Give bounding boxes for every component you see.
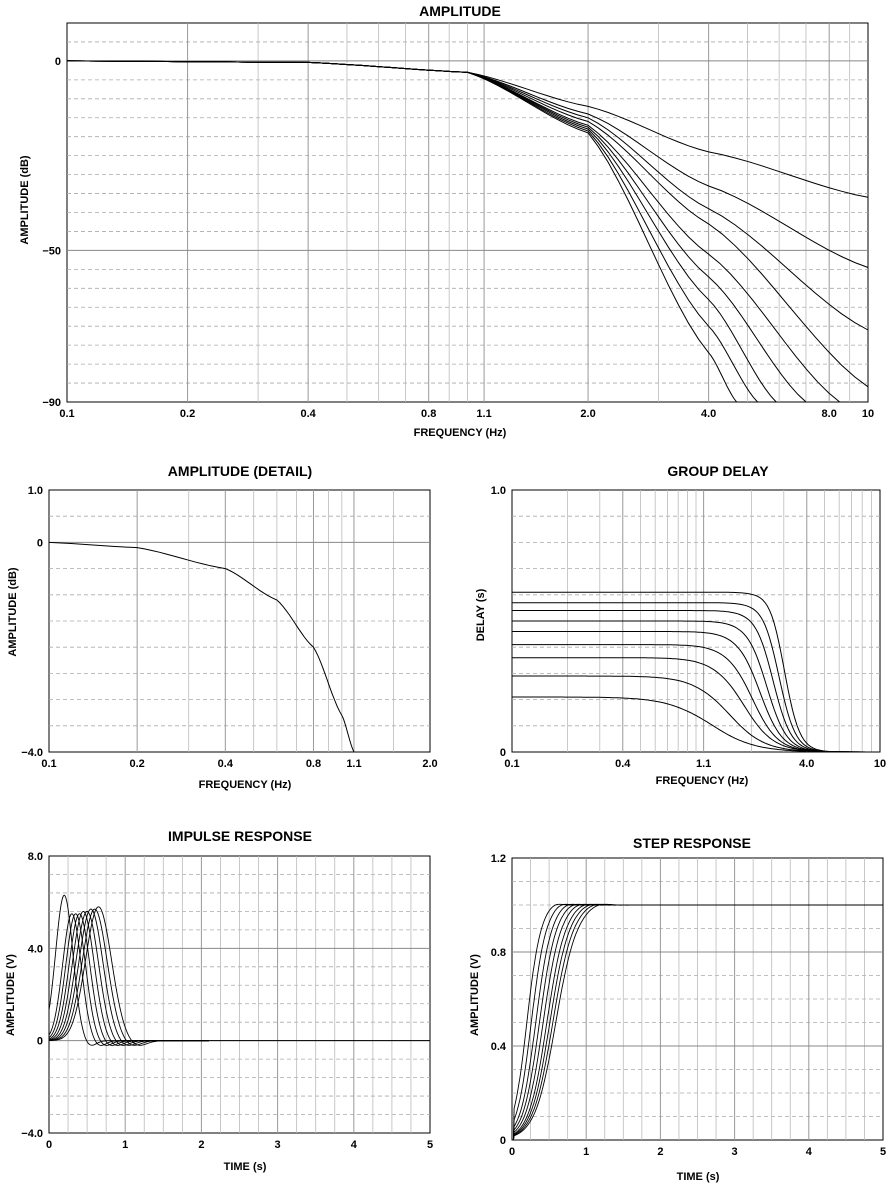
x-tick-label: 0.8 xyxy=(306,758,321,770)
impulse-response-chart: IMPULSE RESPONSE 0 1 2 3 4 58.04.00−4.0 TIME … xyxy=(5,828,433,1173)
x-tick-label: 8.0 xyxy=(822,408,837,420)
x-tick-label: 0.1 xyxy=(504,758,519,770)
x-tick-label: 5 xyxy=(427,1139,433,1151)
y-tick-label: 1.0 xyxy=(491,485,506,497)
x-tick-label: 4 xyxy=(806,1146,813,1158)
y-tick-label: 4.0 xyxy=(28,943,43,955)
chart-grid xyxy=(48,489,431,753)
chart-series-group xyxy=(512,591,880,753)
chart-grid xyxy=(511,857,884,1141)
x-tick-label: 0.1 xyxy=(41,758,56,770)
chart-grid xyxy=(48,855,431,1134)
data-line xyxy=(49,906,209,1046)
x-tick-label: 0.2 xyxy=(130,758,145,770)
chart-title: AMPLITUDE (DETAIL) xyxy=(168,463,312,479)
x-tick-label: 1 xyxy=(583,1146,589,1158)
chart-series-group xyxy=(48,894,430,1046)
amplitude-detail-chart: AMPLITUDE (DETAIL) 0.1 0.2 0.4 0.8 1.1 2.0 1.0… xyxy=(7,463,438,791)
chart-tick-labels: 0 1 2 3 4 5 1.2 0.8 0.4 0 xyxy=(491,853,886,1158)
x-tick-label: 2.0 xyxy=(580,408,595,420)
y-tick-label: 1.0 xyxy=(28,485,43,497)
x-tick-label: 2.0 xyxy=(422,758,437,770)
x-tick-label: 3 xyxy=(732,1146,738,1158)
data-line xyxy=(66,60,738,403)
x-tick-label: 3 xyxy=(275,1139,281,1151)
x-tick-label: 0.4 xyxy=(218,758,234,770)
x-axis-label: TIME (s) xyxy=(677,1171,720,1183)
x-axis-label: TIME (s) xyxy=(224,1161,267,1173)
x-tick-label: 1 xyxy=(122,1139,128,1151)
x-tick-label: 0 xyxy=(46,1139,52,1151)
x-tick-label: 4.0 xyxy=(799,758,814,770)
x-tick-label: 2 xyxy=(657,1146,663,1158)
chart-series-group xyxy=(48,541,355,753)
x-tick-label: 10 xyxy=(862,408,874,420)
y-tick-label: 0 xyxy=(500,1135,506,1147)
x-tick-label: 0.4 xyxy=(615,758,631,770)
step-response-chart: STEP RESPONSE 0 1 2 3 4 51.20.80.40 TIME (s) … xyxy=(469,835,886,1183)
x-tick-label: 0.2 xyxy=(180,408,195,420)
group-delay-chart: GROUP DELAY 0.1 0.4 1.1 4.0 10 1.0 0 FREQUENCY… xyxy=(475,463,886,787)
y-tick-label: 0 xyxy=(37,537,43,549)
y-tick-label: 8.0 xyxy=(28,851,43,863)
data-line xyxy=(512,903,653,1141)
y-tick-label: 0.8 xyxy=(491,947,506,959)
y-tick-label: 0 xyxy=(37,1036,43,1048)
amplitude-chart: AMPLITUDE 0.1 0.2 0.4 0.8 1.1 2.0 4.0 8.0 10 0 −50… xyxy=(19,3,874,439)
y-axis-label: AMPLITUDE (V) xyxy=(469,954,481,1036)
y-tick-label: −90 xyxy=(42,397,61,409)
chart-title: AMPLITUDE xyxy=(419,3,501,19)
data-line xyxy=(512,591,880,753)
chart-title: GROUP DELAY xyxy=(667,463,769,479)
x-axis-label: FREQUENCY (Hz) xyxy=(414,427,507,439)
x-axis-label: FREQUENCY (Hz) xyxy=(199,779,292,791)
y-tick-label: 0 xyxy=(500,747,506,759)
x-tick-label: 0.1 xyxy=(59,408,74,420)
y-tick-label: −4.0 xyxy=(21,1128,43,1140)
x-tick-label: 1.1 xyxy=(696,758,711,770)
chart-tick-labels: 0 1 2 3 4 58.04.00−4.0 xyxy=(21,851,433,1151)
y-axis-label: DELAY (s) xyxy=(475,588,487,641)
chart-tick-labels: 0.1 0.2 0.4 0.8 1.1 2.0 4.0 8.0 10 0 −50 −90 xyxy=(42,56,874,420)
chart-tick-labels: 0.1 0.4 1.1 4.0 10 1.0 0 xyxy=(491,485,886,770)
x-tick-label: 4 xyxy=(351,1139,358,1151)
chart-title: IMPULSE RESPONSE xyxy=(168,828,312,844)
y-tick-label: 0.4 xyxy=(491,1041,507,1053)
y-tick-label: −4.0 xyxy=(21,747,43,759)
x-tick-label: 4.0 xyxy=(701,408,716,420)
y-tick-label: −50 xyxy=(42,245,61,257)
y-axis-label: AMPLITUDE (dB) xyxy=(7,567,19,657)
x-tick-label: 0.4 xyxy=(300,408,316,420)
chart-tick-labels: 0.1 0.2 0.4 0.8 1.1 2.0 1.0 0 −4.0 xyxy=(21,485,437,770)
y-tick-label: 0 xyxy=(55,56,61,68)
x-tick-label: 10 xyxy=(874,758,886,770)
x-tick-label: 0 xyxy=(509,1146,515,1158)
data-line xyxy=(512,602,880,753)
data-line xyxy=(48,541,355,753)
x-tick-label: 1.1 xyxy=(476,408,491,420)
y-axis-label: AMPLITUDE (dB) xyxy=(19,155,31,245)
x-axis-label: FREQUENCY (Hz) xyxy=(656,775,749,787)
y-tick-label: 1.2 xyxy=(491,853,506,865)
chart-grid xyxy=(66,22,869,403)
chart-series-group xyxy=(512,903,883,1141)
y-axis-label: AMPLITUDE (V) xyxy=(5,954,17,1036)
x-tick-label: 2 xyxy=(198,1139,204,1151)
chart-title: STEP RESPONSE xyxy=(633,835,751,851)
chart-series-group xyxy=(66,60,869,403)
x-tick-label: 5 xyxy=(880,1146,886,1158)
x-tick-label: 0.8 xyxy=(421,408,436,420)
x-tick-label: 1.1 xyxy=(346,758,361,770)
